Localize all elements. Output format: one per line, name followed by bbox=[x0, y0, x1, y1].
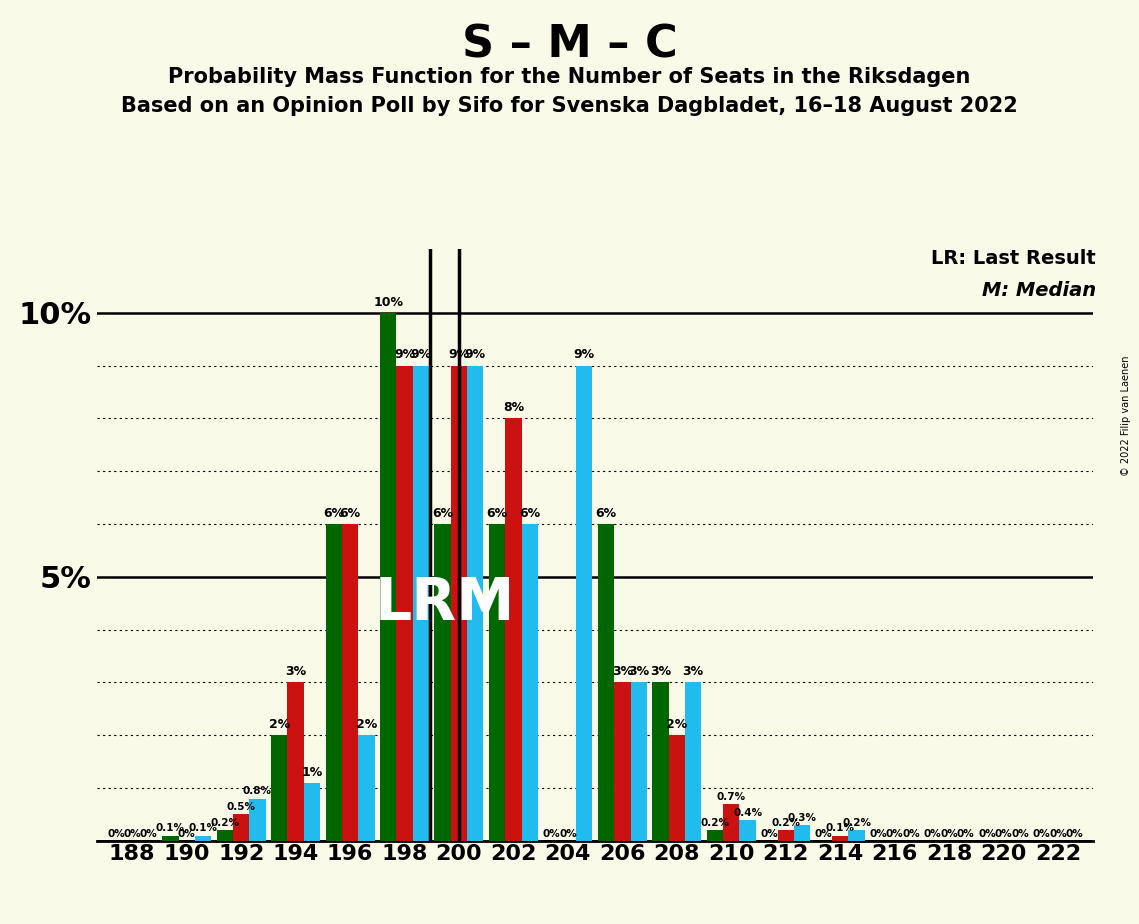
Text: 6%: 6% bbox=[323, 507, 344, 520]
Text: 9%: 9% bbox=[449, 348, 469, 361]
Text: Based on an Opinion Poll by Sifo for Svenska Dagbladet, 16–18 August 2022: Based on an Opinion Poll by Sifo for Sve… bbox=[121, 96, 1018, 116]
Bar bbox=[598, 524, 614, 841]
Bar bbox=[326, 524, 342, 841]
Text: 6%: 6% bbox=[339, 507, 361, 520]
Bar bbox=[195, 835, 211, 841]
Text: 0.1%: 0.1% bbox=[189, 823, 218, 833]
Text: 3%: 3% bbox=[650, 665, 671, 678]
Bar bbox=[249, 798, 265, 841]
Text: 0.2%: 0.2% bbox=[842, 818, 871, 828]
Bar bbox=[412, 366, 429, 841]
Bar bbox=[451, 366, 467, 841]
Text: 0%: 0% bbox=[886, 829, 903, 839]
Text: LRM: LRM bbox=[375, 575, 515, 632]
Text: 3%: 3% bbox=[682, 665, 704, 678]
Text: 0%: 0% bbox=[559, 829, 576, 839]
Bar bbox=[434, 524, 451, 841]
Text: 0%: 0% bbox=[761, 829, 778, 839]
Text: 3%: 3% bbox=[628, 665, 649, 678]
Text: 0%: 0% bbox=[941, 829, 958, 839]
Text: M: Median: M: Median bbox=[982, 281, 1096, 299]
Bar bbox=[739, 820, 756, 841]
Text: 6%: 6% bbox=[596, 507, 616, 520]
Text: 0%: 0% bbox=[1011, 829, 1029, 839]
Text: 0.2%: 0.2% bbox=[211, 818, 239, 828]
Bar bbox=[614, 683, 631, 841]
Text: LR: Last Result: LR: Last Result bbox=[932, 249, 1096, 268]
Bar bbox=[831, 835, 849, 841]
Text: S – M – C: S – M – C bbox=[461, 23, 678, 67]
Bar bbox=[271, 736, 287, 841]
Text: 2%: 2% bbox=[355, 718, 377, 731]
Text: 0.4%: 0.4% bbox=[734, 808, 762, 818]
Text: 0%: 0% bbox=[957, 829, 974, 839]
Text: 0%: 0% bbox=[816, 829, 833, 839]
Text: 0%: 0% bbox=[107, 829, 125, 839]
Text: 0%: 0% bbox=[140, 829, 157, 839]
Text: 9%: 9% bbox=[394, 348, 415, 361]
Bar bbox=[685, 683, 702, 841]
Text: 0%: 0% bbox=[994, 829, 1013, 839]
Bar bbox=[396, 366, 412, 841]
Text: 0%: 0% bbox=[1033, 829, 1050, 839]
Bar bbox=[489, 524, 506, 841]
Text: 8%: 8% bbox=[503, 401, 524, 414]
Text: 1%: 1% bbox=[302, 766, 322, 779]
Bar bbox=[359, 736, 375, 841]
Text: 3%: 3% bbox=[612, 665, 633, 678]
Bar bbox=[287, 683, 304, 841]
Bar bbox=[669, 736, 685, 841]
Bar bbox=[794, 825, 810, 841]
Bar bbox=[304, 783, 320, 841]
Bar bbox=[342, 524, 359, 841]
Text: 0%: 0% bbox=[178, 829, 196, 839]
Bar bbox=[522, 524, 538, 841]
Text: 0%: 0% bbox=[902, 829, 920, 839]
Text: 9%: 9% bbox=[574, 348, 595, 361]
Text: 0%: 0% bbox=[1065, 829, 1083, 839]
Bar bbox=[233, 814, 249, 841]
Text: 0.7%: 0.7% bbox=[716, 792, 746, 802]
Text: 0.1%: 0.1% bbox=[826, 823, 854, 833]
Text: 0.5%: 0.5% bbox=[227, 802, 255, 812]
Bar bbox=[162, 835, 179, 841]
Bar bbox=[723, 804, 739, 841]
Bar bbox=[653, 683, 669, 841]
Text: 6%: 6% bbox=[486, 507, 508, 520]
Text: 10%: 10% bbox=[374, 296, 403, 309]
Text: 0%: 0% bbox=[542, 829, 560, 839]
Bar bbox=[216, 831, 233, 841]
Bar bbox=[778, 831, 794, 841]
Bar bbox=[707, 831, 723, 841]
Text: Probability Mass Function for the Number of Seats in the Riksdagen: Probability Mass Function for the Number… bbox=[169, 67, 970, 87]
Text: 2%: 2% bbox=[666, 718, 688, 731]
Text: 0.2%: 0.2% bbox=[700, 818, 729, 828]
Text: 0.3%: 0.3% bbox=[787, 813, 817, 823]
Text: 6%: 6% bbox=[519, 507, 540, 520]
Text: 0%: 0% bbox=[924, 829, 942, 839]
Text: 0.1%: 0.1% bbox=[156, 823, 185, 833]
Text: 9%: 9% bbox=[410, 348, 432, 361]
Text: 0%: 0% bbox=[123, 829, 141, 839]
Bar bbox=[380, 313, 396, 841]
Text: 3%: 3% bbox=[285, 665, 306, 678]
Bar bbox=[576, 366, 592, 841]
Text: 0%: 0% bbox=[978, 829, 997, 839]
Bar bbox=[506, 419, 522, 841]
Text: 0.2%: 0.2% bbox=[771, 818, 801, 828]
Text: 0%: 0% bbox=[1049, 829, 1067, 839]
Text: 0%: 0% bbox=[869, 829, 887, 839]
Text: 2%: 2% bbox=[269, 718, 290, 731]
Bar bbox=[467, 366, 483, 841]
Text: © 2022 Filip van Laenen: © 2022 Filip van Laenen bbox=[1121, 356, 1131, 476]
Text: 6%: 6% bbox=[432, 507, 453, 520]
Bar bbox=[631, 683, 647, 841]
Bar bbox=[849, 831, 865, 841]
Text: 0.8%: 0.8% bbox=[243, 786, 272, 796]
Text: 9%: 9% bbox=[465, 348, 486, 361]
